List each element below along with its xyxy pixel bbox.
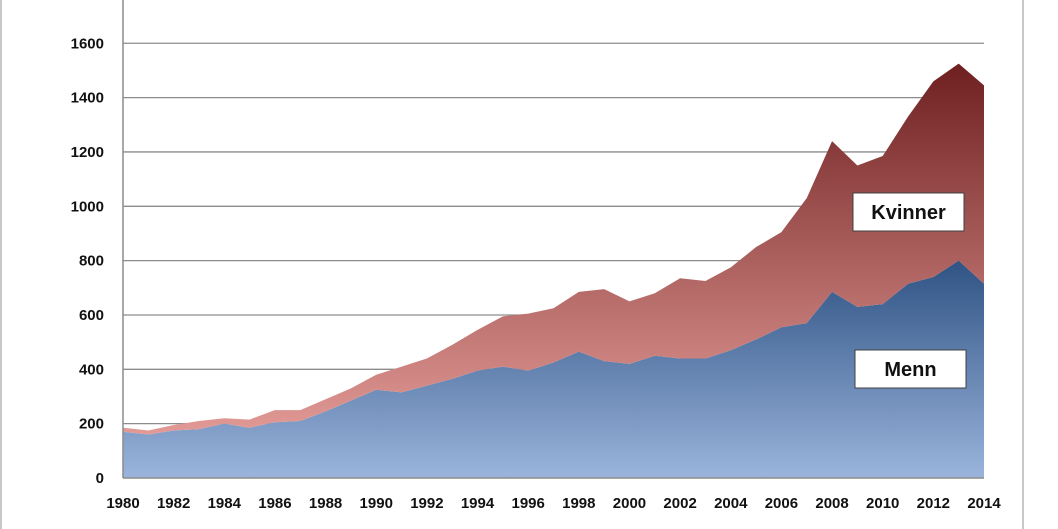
series-label-kvinner: Kvinner <box>871 202 946 224</box>
y-tick-label-1000: 1000 <box>71 198 104 215</box>
y-tick-label-1600: 1600 <box>71 35 104 52</box>
x-tick-label-2000: 2000 <box>613 495 646 512</box>
area-menn <box>123 260 984 478</box>
y-tick-label-400: 400 <box>79 361 104 378</box>
x-tick-label-2010: 2010 <box>866 495 899 512</box>
y-tick-label-1400: 1400 <box>71 90 104 107</box>
y-tick-label-1200: 1200 <box>71 144 104 161</box>
x-tick-label-1994: 1994 <box>461 495 495 512</box>
series-label-box-menn <box>854 349 967 389</box>
y-tick-label-200: 200 <box>79 416 104 433</box>
x-tick-label-1982: 1982 <box>157 495 190 512</box>
frame-right-border <box>1022 0 1024 529</box>
area-series <box>123 63 984 478</box>
y-tick-label-600: 600 <box>79 307 104 324</box>
axes <box>122 0 984 479</box>
series-labels: Menn Kvinner <box>852 192 967 389</box>
frame-left-border <box>0 0 2 529</box>
x-tick-label-2014: 2014 <box>967 495 1001 512</box>
x-tick-labels: 1980 1982 1984 1986 1988 1990 1992 1994 1996 1998… <box>106 495 1001 512</box>
series-label-menn: Menn <box>884 359 936 381</box>
x-tick-label-1996: 1996 <box>511 495 544 512</box>
area-kvinner <box>123 63 984 435</box>
x-tick-label-1992: 1992 <box>410 495 443 512</box>
x-tick-label-2006: 2006 <box>765 495 798 512</box>
y-tick-label-0: 0 <box>96 470 104 487</box>
x-tick-label-2002: 2002 <box>663 495 696 512</box>
x-tick-label-1980: 1980 <box>106 495 139 512</box>
x-tick-label-2012: 2012 <box>917 495 950 512</box>
y-tick-label-800: 800 <box>79 253 104 270</box>
x-tick-label-2008: 2008 <box>815 495 848 512</box>
y-tick-labels: 0 200 400 600 800 1000 1200 1400 1600 <box>71 35 104 487</box>
x-tick-label-1998: 1998 <box>562 495 595 512</box>
x-tick-label-1990: 1990 <box>360 495 393 512</box>
x-tick-label-1988: 1988 <box>309 495 342 512</box>
series-label-box-kvinner <box>852 192 965 232</box>
x-tick-label-1986: 1986 <box>258 495 291 512</box>
x-tick-label-2004: 2004 <box>714 495 748 512</box>
x-tick-label-1984: 1984 <box>208 495 242 512</box>
